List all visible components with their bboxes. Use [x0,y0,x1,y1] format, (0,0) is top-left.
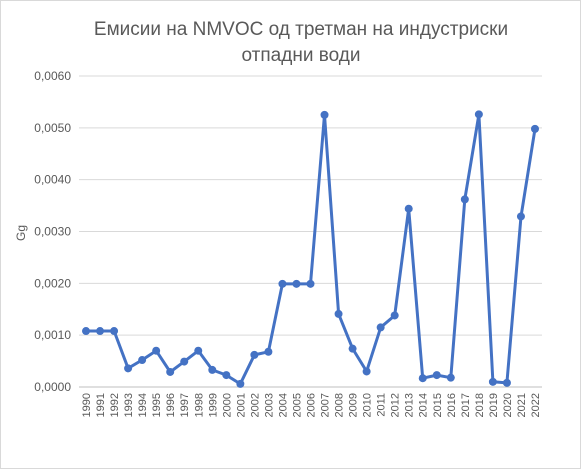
series-line [86,112,537,386]
x-tick-label: 2005 [291,393,303,417]
data-point [138,356,147,365]
series-layer [82,110,539,388]
chart-title-line-2: отпадни води [242,45,361,66]
y-tick-label: 0,0050 [34,121,71,135]
data-point [208,365,217,374]
data-point [236,379,245,388]
data-point [110,327,119,336]
x-tick-label: 1992 [109,393,121,417]
data-point [124,364,133,373]
data-point [264,347,273,356]
x-tick-label: 2014 [418,393,430,417]
data-point [250,350,259,359]
data-point [432,371,441,380]
y-tick-label: 0,0000 [34,380,71,394]
x-tick-label: 2006 [306,393,318,417]
x-tick-label: 2016 [446,393,458,417]
x-tick-label: 2020 [502,393,514,417]
x-tick-label: 1999 [207,393,219,417]
data-point [96,327,105,336]
data-point [502,378,511,387]
y-tick-label: 0,0020 [34,276,71,290]
data-point [292,279,301,288]
data-point [376,323,385,332]
x-tick-label: 2015 [432,393,444,417]
data-point [460,195,469,204]
x-tick-label: 2008 [334,393,346,417]
x-tick-label: 2009 [348,393,360,417]
x-tick-label: 2022 [530,393,542,417]
y-tick-labels: 0,0000 0,0010 0,0020 0,0030 0,0040 0,0050 0,00… [34,69,71,394]
x-tick-label: 1996 [165,393,177,417]
data-point [348,344,357,353]
x-tick-label: 2010 [362,393,374,417]
x-tick-label: 2017 [460,393,472,417]
data-point [390,311,399,320]
x-tick-label: 1990 [81,393,93,417]
data-point [474,110,483,119]
data-point [166,367,175,376]
x-tick-label: 2002 [249,393,261,417]
data-point [446,373,455,382]
x-tick-label: 2013 [404,393,416,417]
data-point [418,374,427,383]
x-tick-label: 1993 [123,393,135,417]
data-point [194,346,203,355]
x-tick-label: 1995 [151,393,163,417]
data-point [278,279,287,288]
y-tick-label: 0,0060 [34,69,71,83]
y-tick-label: 0,0030 [34,225,71,239]
x-tick-label: 1997 [179,393,191,417]
x-tick-label: 2004 [277,393,289,417]
data-point [320,110,329,119]
data-point [516,212,525,221]
x-tick-label: 2000 [221,393,233,417]
gridlines [79,75,542,388]
data-point [530,124,539,133]
x-tick-label: 2012 [390,393,402,417]
x-tick-label: 1994 [137,393,149,417]
y-axis-label: Gg [14,225,28,241]
data-point [82,327,91,336]
x-tick-label: 2003 [263,393,275,417]
x-tick-label: 1998 [193,393,205,417]
x-tick-label: 2007 [320,393,332,417]
data-point [488,377,497,386]
data-point [180,357,189,366]
y-tick-label: 0,0010 [34,328,71,342]
data-point [222,371,231,380]
x-tick-label: 2019 [488,393,500,417]
x-tick-labels: 1990 1991 1992 1993 1994 1995 1996 1997 1998 1999… [81,393,542,417]
y-tick-label: 0,0040 [34,173,71,187]
data-point [362,367,371,376]
x-tick-label: 2021 [516,393,528,417]
x-tick-label: 2018 [474,393,486,417]
x-tick-label: 2011 [376,393,388,417]
data-point [306,279,315,288]
chart-title-line-1: Емисии на NMVOC од третман на индустриск… [94,19,508,40]
x-tick-label: 2001 [235,393,247,417]
data-point [152,346,161,355]
data-point [404,204,413,213]
data-point [334,309,343,318]
x-tick-label: 1991 [95,393,107,417]
